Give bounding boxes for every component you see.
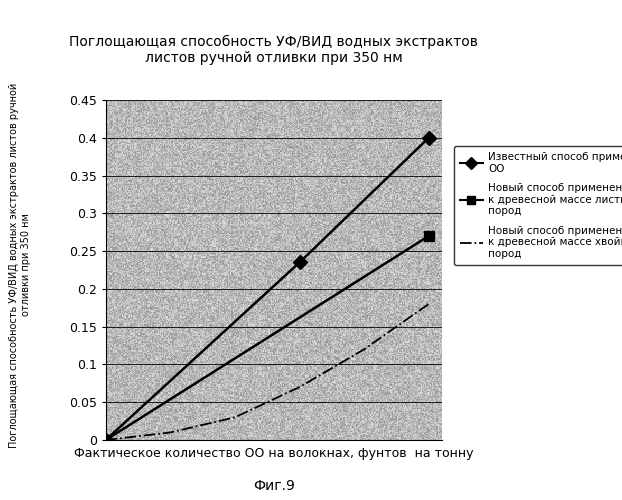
X-axis label: Фактическое количество ОО на волокнах, фунтов  на тонну: Фактическое количество ОО на волокнах, ф…: [74, 447, 473, 460]
Text: Поглощающая способность УФ/ВИД водных экстрактов листов ручной
отливки при 350 н: Поглощающая способность УФ/ВИД водных эк…: [9, 82, 30, 448]
Text: Поглощающая способность УФ/ВИД водных экстрактов
листов ручной отливки при 350 н: Поглощающая способность УФ/ВИД водных эк…: [69, 34, 478, 65]
Text: Фиг.9: Фиг.9: [253, 479, 295, 493]
Legend: Известный способ применения
ОО, Новый способ применения ОО
к древесной массе лис: Известный способ применения ОО, Новый сп…: [453, 146, 622, 266]
